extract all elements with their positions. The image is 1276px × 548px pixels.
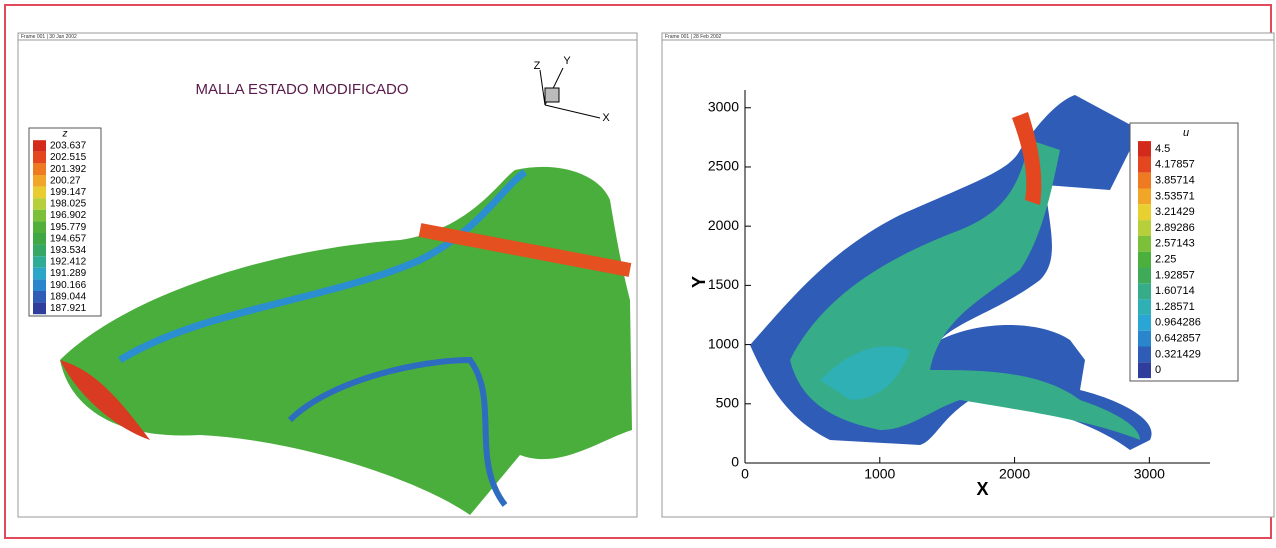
legend-title: u [1183, 127, 1189, 139]
triad-label: Z [534, 60, 541, 72]
legend-swatch [1138, 173, 1151, 189]
legend-swatch [1138, 362, 1151, 378]
legend-swatch [33, 279, 46, 291]
legend-swatch [33, 187, 46, 199]
triad-label: X [602, 112, 610, 124]
legend-swatch [33, 221, 46, 233]
legend-swatch [1138, 268, 1151, 284]
legend-label: 0.321429 [1155, 348, 1201, 360]
y-tick-label: 3000 [708, 98, 739, 114]
figure: Frame 001 | 30 Jan 2002 MALLA ESTADO MOD… [0, 0, 1276, 543]
legend-label: 1.28571 [1155, 301, 1195, 313]
legend-label: 192.412 [50, 257, 87, 268]
legend-swatch [1138, 236, 1151, 252]
legend-swatch [33, 198, 46, 210]
legend-swatch [33, 291, 46, 303]
x-tick-label: 2000 [999, 466, 1030, 482]
legend-label: 3.21429 [1155, 206, 1195, 218]
y-axis-label: Y [689, 276, 709, 288]
y-tick-label: 2500 [708, 158, 739, 174]
legend-swatch [1138, 141, 1151, 157]
triad-cube [545, 88, 559, 102]
legend-label: 2.89286 [1155, 222, 1195, 234]
legend-swatch [1138, 157, 1151, 173]
legend-title: z [62, 129, 68, 140]
legend-swatch [33, 303, 46, 315]
legend-label: 203.637 [50, 141, 87, 152]
legend-label: 198.025 [50, 199, 87, 210]
legend-label: 199.147 [50, 187, 87, 198]
legend-label: 4.17857 [1155, 159, 1195, 171]
legend-label: 4.5 [1155, 143, 1170, 155]
legend-label: 1.60714 [1155, 285, 1195, 297]
chart-title: MALLA ESTADO MODIFICADO [195, 81, 408, 98]
legend-label: 189.044 [50, 291, 87, 302]
legend-label: 2.57143 [1155, 238, 1195, 250]
legend-swatch [33, 152, 46, 164]
legend-swatch [33, 140, 46, 152]
legend-label: 196.902 [50, 210, 87, 221]
frame-label: Frame 001 | 28 Feb 2002 [665, 34, 722, 40]
y-tick-label: 2000 [708, 217, 739, 233]
legend-swatch [33, 175, 46, 187]
legend-label: 3.85714 [1155, 175, 1195, 187]
x-tick-label: 1000 [864, 466, 895, 482]
legend-swatch [1138, 315, 1151, 331]
y-tick-label: 500 [716, 394, 740, 410]
legend-swatch [1138, 299, 1151, 315]
legend-label: 187.921 [50, 303, 87, 314]
x-tick-label: 3000 [1134, 466, 1165, 482]
legend-swatch [33, 163, 46, 175]
x-tick-label: 0 [741, 466, 749, 482]
legend-label: 3.53571 [1155, 190, 1195, 202]
legend-label: 1.92857 [1155, 269, 1195, 281]
legend-label: 0.964286 [1155, 317, 1201, 329]
legend-label: 0.642857 [1155, 333, 1201, 345]
y-tick-label: 1500 [708, 276, 739, 292]
y-tick-label: 1000 [708, 335, 739, 351]
legend-swatch [33, 245, 46, 257]
legend-label: 202.515 [50, 152, 87, 163]
legend-label: 194.657 [50, 233, 87, 244]
triad-label: Y [563, 55, 571, 67]
legend-swatch [1138, 204, 1151, 220]
legend-swatch [33, 256, 46, 268]
legend-label: 201.392 [50, 164, 87, 175]
legend-label: 0 [1155, 364, 1161, 376]
legend-label: 195.779 [50, 222, 87, 233]
legend-swatch [1138, 331, 1151, 347]
legend-swatch [1138, 189, 1151, 205]
x-axis-label: X [976, 479, 988, 499]
legend-swatch [1138, 220, 1151, 236]
legend-swatch [1138, 252, 1151, 268]
y-tick-label: 0 [731, 454, 739, 470]
legend-swatch [33, 210, 46, 222]
legend-label: 2.25 [1155, 254, 1176, 266]
frame-label: Frame 001 | 30 Jan 2002 [21, 34, 77, 40]
legend-label: 190.166 [50, 280, 87, 291]
legend-label: 193.534 [50, 245, 87, 256]
page: Frame 001 | 30 Jan 2002 MALLA ESTADO MOD… [0, 0, 1276, 548]
legend-swatch [1138, 347, 1151, 363]
legend-swatch [33, 233, 46, 245]
legend-label: 191.289 [50, 268, 87, 279]
legend-swatch [33, 268, 46, 280]
legend-swatch [1138, 283, 1151, 299]
legend-label: 200.27 [50, 175, 81, 186]
